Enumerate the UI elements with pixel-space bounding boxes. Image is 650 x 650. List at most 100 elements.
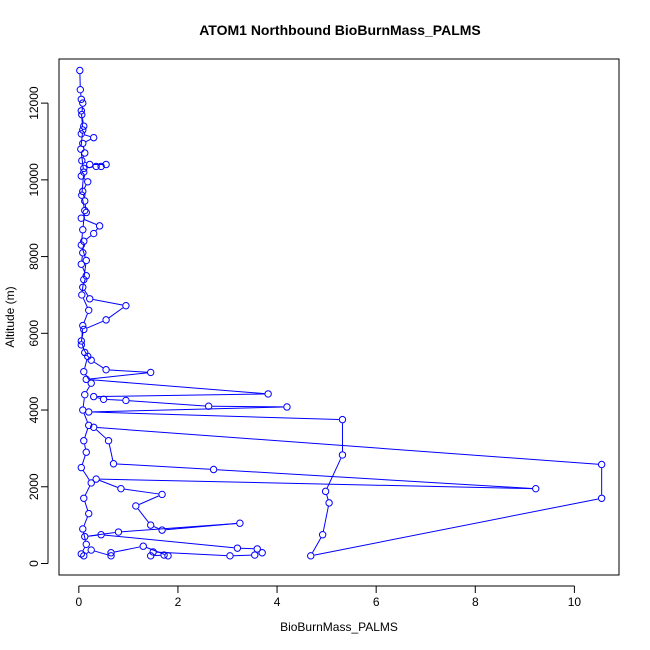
series-segment xyxy=(93,361,104,369)
data-point xyxy=(77,107,86,115)
data-point xyxy=(95,222,104,230)
series-segment xyxy=(217,469,533,489)
series-segment xyxy=(108,444,114,461)
x-tick-label: 4 xyxy=(274,595,281,609)
series-segment xyxy=(81,233,83,242)
data-point xyxy=(79,226,87,234)
data-point xyxy=(597,460,606,469)
data-point xyxy=(597,494,606,502)
series-segment xyxy=(83,413,88,423)
data-point xyxy=(77,95,86,103)
data-point xyxy=(80,168,88,176)
y-axis: 0 2000 4000 6000 8000 10000 12000 xyxy=(27,86,49,567)
y-tick-label: 10000 xyxy=(27,163,41,197)
data-point xyxy=(122,396,130,405)
data-point xyxy=(251,551,259,559)
series-segment xyxy=(82,398,85,407)
data-point xyxy=(85,408,93,416)
data-point xyxy=(107,549,115,557)
data-point xyxy=(79,126,87,134)
series-segment xyxy=(82,470,90,481)
data-point xyxy=(107,552,115,560)
data-point xyxy=(76,85,85,94)
y-tick-label: 12000 xyxy=(27,86,41,120)
data-point xyxy=(164,552,172,560)
y-tick-label: 8000 xyxy=(27,243,41,270)
series-segment xyxy=(81,283,84,292)
x-tick-label: 6 xyxy=(373,595,380,609)
series-segment xyxy=(104,534,234,549)
data-point xyxy=(114,528,123,536)
series-segment xyxy=(92,406,284,413)
data-point xyxy=(532,484,540,493)
data-point xyxy=(81,206,89,215)
series-segment xyxy=(85,374,90,381)
data-point xyxy=(132,502,140,510)
series-segment xyxy=(83,194,85,198)
data-point xyxy=(85,306,93,314)
series-segment xyxy=(84,161,87,164)
series-segment xyxy=(81,256,83,261)
data-point xyxy=(109,460,118,468)
data-point xyxy=(82,540,90,549)
series-segment xyxy=(138,495,159,505)
data-point xyxy=(87,379,95,387)
data-point xyxy=(80,437,88,445)
data-point xyxy=(226,552,234,560)
plot-frame xyxy=(58,58,620,576)
series-segment xyxy=(95,228,98,232)
data-point xyxy=(80,325,88,334)
series-segment xyxy=(83,184,87,189)
data-point xyxy=(321,487,330,496)
data-point xyxy=(78,191,86,199)
data-point xyxy=(79,99,87,107)
series-segment xyxy=(96,429,107,439)
series-segment xyxy=(326,457,342,489)
series-segment xyxy=(83,313,88,323)
data-point xyxy=(85,509,93,518)
data-point xyxy=(89,133,98,142)
series-segment xyxy=(84,444,86,449)
series-segment xyxy=(81,118,84,123)
data-point xyxy=(139,542,147,550)
data-point xyxy=(146,368,155,377)
data-point xyxy=(76,66,84,75)
data-point xyxy=(87,546,95,554)
data-point xyxy=(122,301,130,310)
series-segment xyxy=(88,534,98,537)
data-point xyxy=(149,548,157,556)
series-segment xyxy=(129,400,206,407)
data-point xyxy=(86,295,94,303)
series-segment xyxy=(137,508,149,523)
data-point xyxy=(102,160,110,169)
data-point xyxy=(80,367,88,376)
y-tick-label: 2000 xyxy=(27,473,41,500)
series-segment xyxy=(322,506,329,532)
series-segment xyxy=(86,235,92,240)
data-point xyxy=(253,545,261,553)
x-tick-label: 8 xyxy=(472,595,479,609)
series-segment xyxy=(99,478,533,490)
chart-title: ATOM1 Northbound BioBurnMass_PALMS xyxy=(199,22,481,38)
data-point xyxy=(77,172,86,180)
data-point xyxy=(77,145,85,153)
data-point xyxy=(236,519,244,527)
series-segment xyxy=(84,428,89,438)
series-segment xyxy=(81,114,84,127)
data-point xyxy=(158,490,166,499)
data-point xyxy=(146,521,155,529)
series-segment xyxy=(83,178,86,180)
series-segment xyxy=(153,526,159,530)
data-point xyxy=(77,463,86,472)
data-point xyxy=(283,403,291,411)
data-point xyxy=(80,275,88,284)
data-point xyxy=(97,162,105,171)
series-segment xyxy=(233,554,252,557)
data-point xyxy=(80,122,88,130)
series-segment xyxy=(80,152,84,169)
data-point xyxy=(80,237,88,245)
data-point xyxy=(79,406,87,414)
data-point xyxy=(209,465,218,474)
data-point xyxy=(81,197,89,205)
